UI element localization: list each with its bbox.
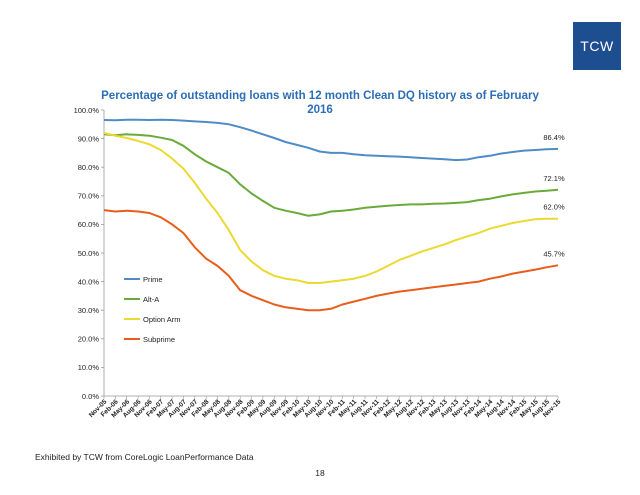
footer-source: Exhibited by TCW from CoreLogic LoanPerf… <box>35 452 254 462</box>
end-labels: 86.4% 72.1% 62.0% 45.7% <box>543 133 565 258</box>
series-lines <box>103 118 559 312</box>
data-label-alt-a: 72.1% <box>543 174 565 183</box>
series-line-subprime <box>103 209 559 312</box>
legend-label-option-arm: Option Arm <box>143 315 181 324</box>
y-tick-label: 40.0% <box>78 277 100 286</box>
y-tick-label: 80.0% <box>78 163 100 172</box>
legend-label-subprime: Subprime <box>143 335 175 344</box>
y-axis: 0.0% 10.0% 20.0% 30.0% 40.0% 50.0% 60.0% 70.0% 8… <box>74 106 105 401</box>
y-tick-label: 50.0% <box>78 249 100 258</box>
legend-label-prime: Prime <box>143 275 163 284</box>
data-label-option-arm: 62.0% <box>543 203 565 212</box>
series-line-option-arm <box>103 131 558 284</box>
series-line-prime <box>103 118 559 162</box>
y-tick-label: 70.0% <box>78 192 100 201</box>
tcw-logo: TCW <box>573 22 621 70</box>
x-axis: Nov-05Feb-06May-06Aug-06Nov-06Feb-07May-… <box>88 395 563 419</box>
logo-text: TCW <box>580 38 614 54</box>
chart-title: Percentage of outstanding loans with 12 … <box>101 90 539 116</box>
y-tick-label: 100.0% <box>74 106 100 115</box>
y-tick-label: 90.0% <box>78 134 100 143</box>
legend-label-alt-a: Alt-A <box>143 295 159 304</box>
y-tick-label: 0.0% <box>82 392 99 401</box>
data-label-subprime: 45.7% <box>543 249 565 258</box>
legend: Prime Alt-A Option Arm Subprime <box>124 275 181 344</box>
page-number: 18 <box>315 468 325 478</box>
y-tick-label: 20.0% <box>78 335 100 344</box>
data-label-prime: 86.4% <box>543 133 565 142</box>
series-line-alt-a <box>103 133 559 217</box>
y-tick-label: 30.0% <box>78 306 100 315</box>
y-tick-label: 10.0% <box>78 363 100 372</box>
y-tick-label: 60.0% <box>78 220 100 229</box>
